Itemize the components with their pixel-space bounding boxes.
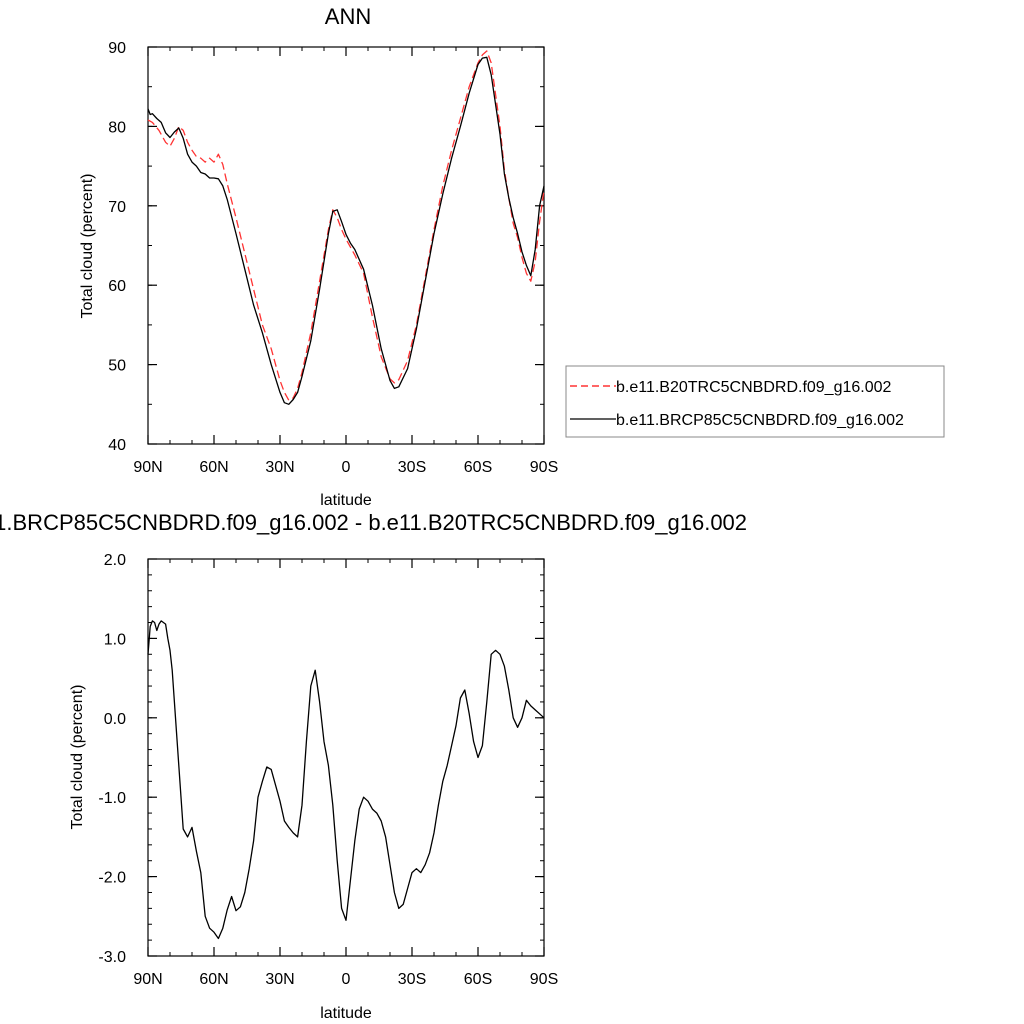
x-tick-label: 30N <box>265 459 294 476</box>
top-series-lines <box>147 50 545 405</box>
x-tick-label: 60S <box>464 971 492 988</box>
bottom-tick-marks <box>147 558 545 957</box>
bottom-chart-title: b.e11.BRCP85C5CNBDRD.f09_g16.002 - b.e11… <box>0 510 747 535</box>
bottom-y-axis-label: Total cloud (percent) <box>69 685 86 830</box>
legend-box <box>565 365 945 438</box>
y-tick-label: 90 <box>108 40 126 57</box>
x-tick-label: 90N <box>133 971 162 988</box>
bottom-panel: b.e11.BRCP85C5CNBDRD.f09_g16.002 - b.e11… <box>0 510 747 1022</box>
x-tick-label: 30S <box>398 971 426 988</box>
top-y-tick-labels: 40 50 60 70 80 90 <box>108 40 126 454</box>
series-line-0 <box>147 50 545 401</box>
y-tick-label: -3.0 <box>98 949 126 966</box>
top-tick-marks <box>147 46 545 445</box>
bottom-series-lines <box>147 620 545 940</box>
x-tick-label: 30N <box>265 971 294 988</box>
x-tick-label: 60N <box>199 971 228 988</box>
y-tick-label: 2.0 <box>104 552 126 569</box>
x-tick-label: 90S <box>530 971 558 988</box>
bottom-plot-frame <box>147 558 545 957</box>
x-tick-label: 0 <box>342 971 351 988</box>
x-tick-label: 90N <box>133 459 162 476</box>
legend: b.e11.B20TRC5CNBDRD.f09_g16.002 b.e11.BR… <box>565 365 945 438</box>
y-tick-label: -2.0 <box>98 870 126 887</box>
top-chart-title: ANN <box>325 4 371 29</box>
x-tick-label: 0 <box>342 459 351 476</box>
y-tick-label: 1.0 <box>104 631 126 648</box>
series-line-1 <box>147 56 545 405</box>
legend-label-brcp85: b.e11.BRCP85C5CNBDRD.f09_g16.002 <box>616 412 904 429</box>
y-tick-label: 40 <box>108 437 126 454</box>
x-tick-label: 30S <box>398 459 426 476</box>
top-plot-frame <box>147 46 545 445</box>
bottom-x-axis-label: latitude <box>320 1005 372 1022</box>
x-tick-label: 60S <box>464 459 492 476</box>
x-tick-label: 60N <box>199 459 228 476</box>
top-x-tick-labels: 90N 60N 30N 0 30S 60S 90S <box>133 459 558 476</box>
top-x-axis-label: latitude <box>320 492 372 509</box>
y-tick-label: 70 <box>108 199 126 216</box>
legend-label-b20trc: b.e11.B20TRC5CNBDRD.f09_g16.002 <box>616 379 892 396</box>
x-tick-label: 90S <box>530 459 558 476</box>
y-tick-label: 0.0 <box>104 711 126 728</box>
top-panel: ANN 90N 60N 30N 0 30S 60S 90S 40 50 60 70 80 90 lat… <box>79 4 945 509</box>
top-y-axis-label: Total cloud (percent) <box>79 174 96 319</box>
y-tick-label: 50 <box>108 358 126 375</box>
bottom-y-tick-labels: -3.0 -2.0 -1.0 0.0 1.0 2.0 <box>98 552 126 966</box>
series-line-0 <box>147 620 545 940</box>
y-tick-label: 80 <box>108 119 126 136</box>
y-tick-label: 60 <box>108 278 126 295</box>
y-tick-label: -1.0 <box>98 790 126 807</box>
bottom-x-tick-labels: 90N 60N 30N 0 30S 60S 90S <box>133 971 558 988</box>
